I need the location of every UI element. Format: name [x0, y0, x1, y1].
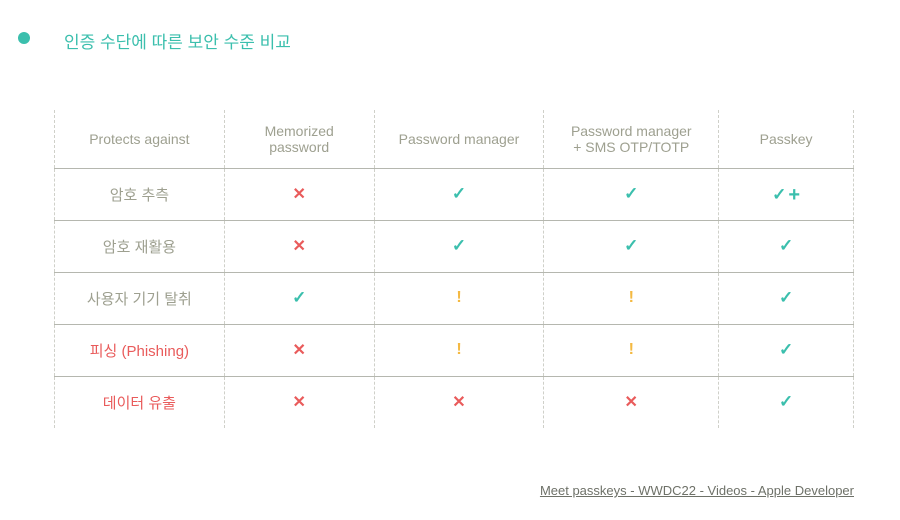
check-icon: ✓ — [292, 288, 306, 307]
table-cell: ✕ — [224, 324, 374, 376]
cross-icon: ✕ — [625, 394, 638, 411]
table-header-cell: Passkey — [719, 110, 854, 168]
check-icon: ✓ — [779, 288, 793, 307]
table-cell: ✕ — [224, 220, 374, 272]
cross-icon: ✕ — [292, 342, 305, 359]
warning-icon: ! — [629, 341, 634, 358]
table-cell: ✕ — [224, 168, 374, 220]
check-icon: ✓ — [779, 340, 793, 359]
table-cell: ✓ — [374, 168, 544, 220]
row-label: 데이터 유출 — [55, 376, 225, 428]
table-cell: ! — [544, 324, 719, 376]
table-cell: ! — [544, 272, 719, 324]
comparison-table: Protects againstMemorizedpasswordPasswor… — [54, 110, 854, 428]
table-header-row: Protects againstMemorizedpasswordPasswor… — [55, 110, 854, 168]
table-row: 피싱 (Phishing) ✕!! ✓ — [55, 324, 854, 376]
table-header-cell: Password manager — [374, 110, 544, 168]
row-label: 사용자 기기 탈취 — [55, 272, 225, 324]
table-cell: ✓ — [719, 324, 854, 376]
warning-icon: ! — [456, 341, 461, 358]
table-header-cell: Protects against — [55, 110, 225, 168]
table-cell: ✕ — [374, 376, 544, 428]
table-cell: ! — [374, 272, 544, 324]
row-label: 암호 재활용 — [55, 220, 225, 272]
cross-icon: ✕ — [292, 238, 305, 255]
table-cell: ✓+ — [719, 168, 854, 220]
table-row: 데이터 유출 ✕ ✕ ✕ ✓ — [55, 376, 854, 428]
table-body: 암호 추측✕✓✓✓+암호 재활용✕✓✓✓사용자 기기 탈취✓!!✓피싱 (Phi… — [55, 168, 854, 428]
table-row: 암호 재활용 ✕ ✓ ✓ ✓ — [55, 220, 854, 272]
table-cell: ! — [374, 324, 544, 376]
check-icon: ✓ — [779, 236, 793, 255]
table-cell: ✓ — [224, 272, 374, 324]
table-header-cell: Password manager+ SMS OTP/TOTP — [544, 110, 719, 168]
cross-icon: ✕ — [292, 186, 305, 203]
cross-icon: ✕ — [292, 394, 305, 411]
table-cell: ✓ — [719, 376, 854, 428]
warning-icon: ! — [629, 289, 634, 306]
table-cell: ✓ — [544, 220, 719, 272]
table-cell: ✓ — [544, 168, 719, 220]
table-cell: ✓ — [719, 220, 854, 272]
check-icon: ✓ — [624, 184, 638, 203]
table-row: 사용자 기기 탈취 ✓!! ✓ — [55, 272, 854, 324]
check-icon: ✓ — [772, 185, 786, 204]
check-icon: ✓ — [624, 236, 638, 255]
warning-icon: ! — [456, 289, 461, 306]
table-cell: ✓ — [719, 272, 854, 324]
check-icon: ✓ — [452, 236, 466, 255]
table-cell: ✕ — [224, 376, 374, 428]
cross-icon: ✕ — [452, 394, 465, 411]
slide-title: 인증 수단에 따른 보안 수준 비교 — [64, 28, 291, 53]
plus-icon: + — [788, 184, 800, 206]
source-link[interactable]: Meet passkeys - WWDC22 - Videos - Apple … — [540, 483, 854, 498]
table-row: 암호 추측✕✓✓✓+ — [55, 168, 854, 220]
title-bullet — [18, 32, 30, 44]
row-label: 암호 추측 — [55, 168, 225, 220]
check-icon: ✓ — [452, 184, 466, 203]
check-icon: ✓ — [779, 392, 793, 411]
table-cell: ✕ — [544, 376, 719, 428]
table-header-cell: Memorizedpassword — [224, 110, 374, 168]
table-cell: ✓ — [374, 220, 544, 272]
row-label: 피싱 (Phishing) — [55, 324, 225, 376]
